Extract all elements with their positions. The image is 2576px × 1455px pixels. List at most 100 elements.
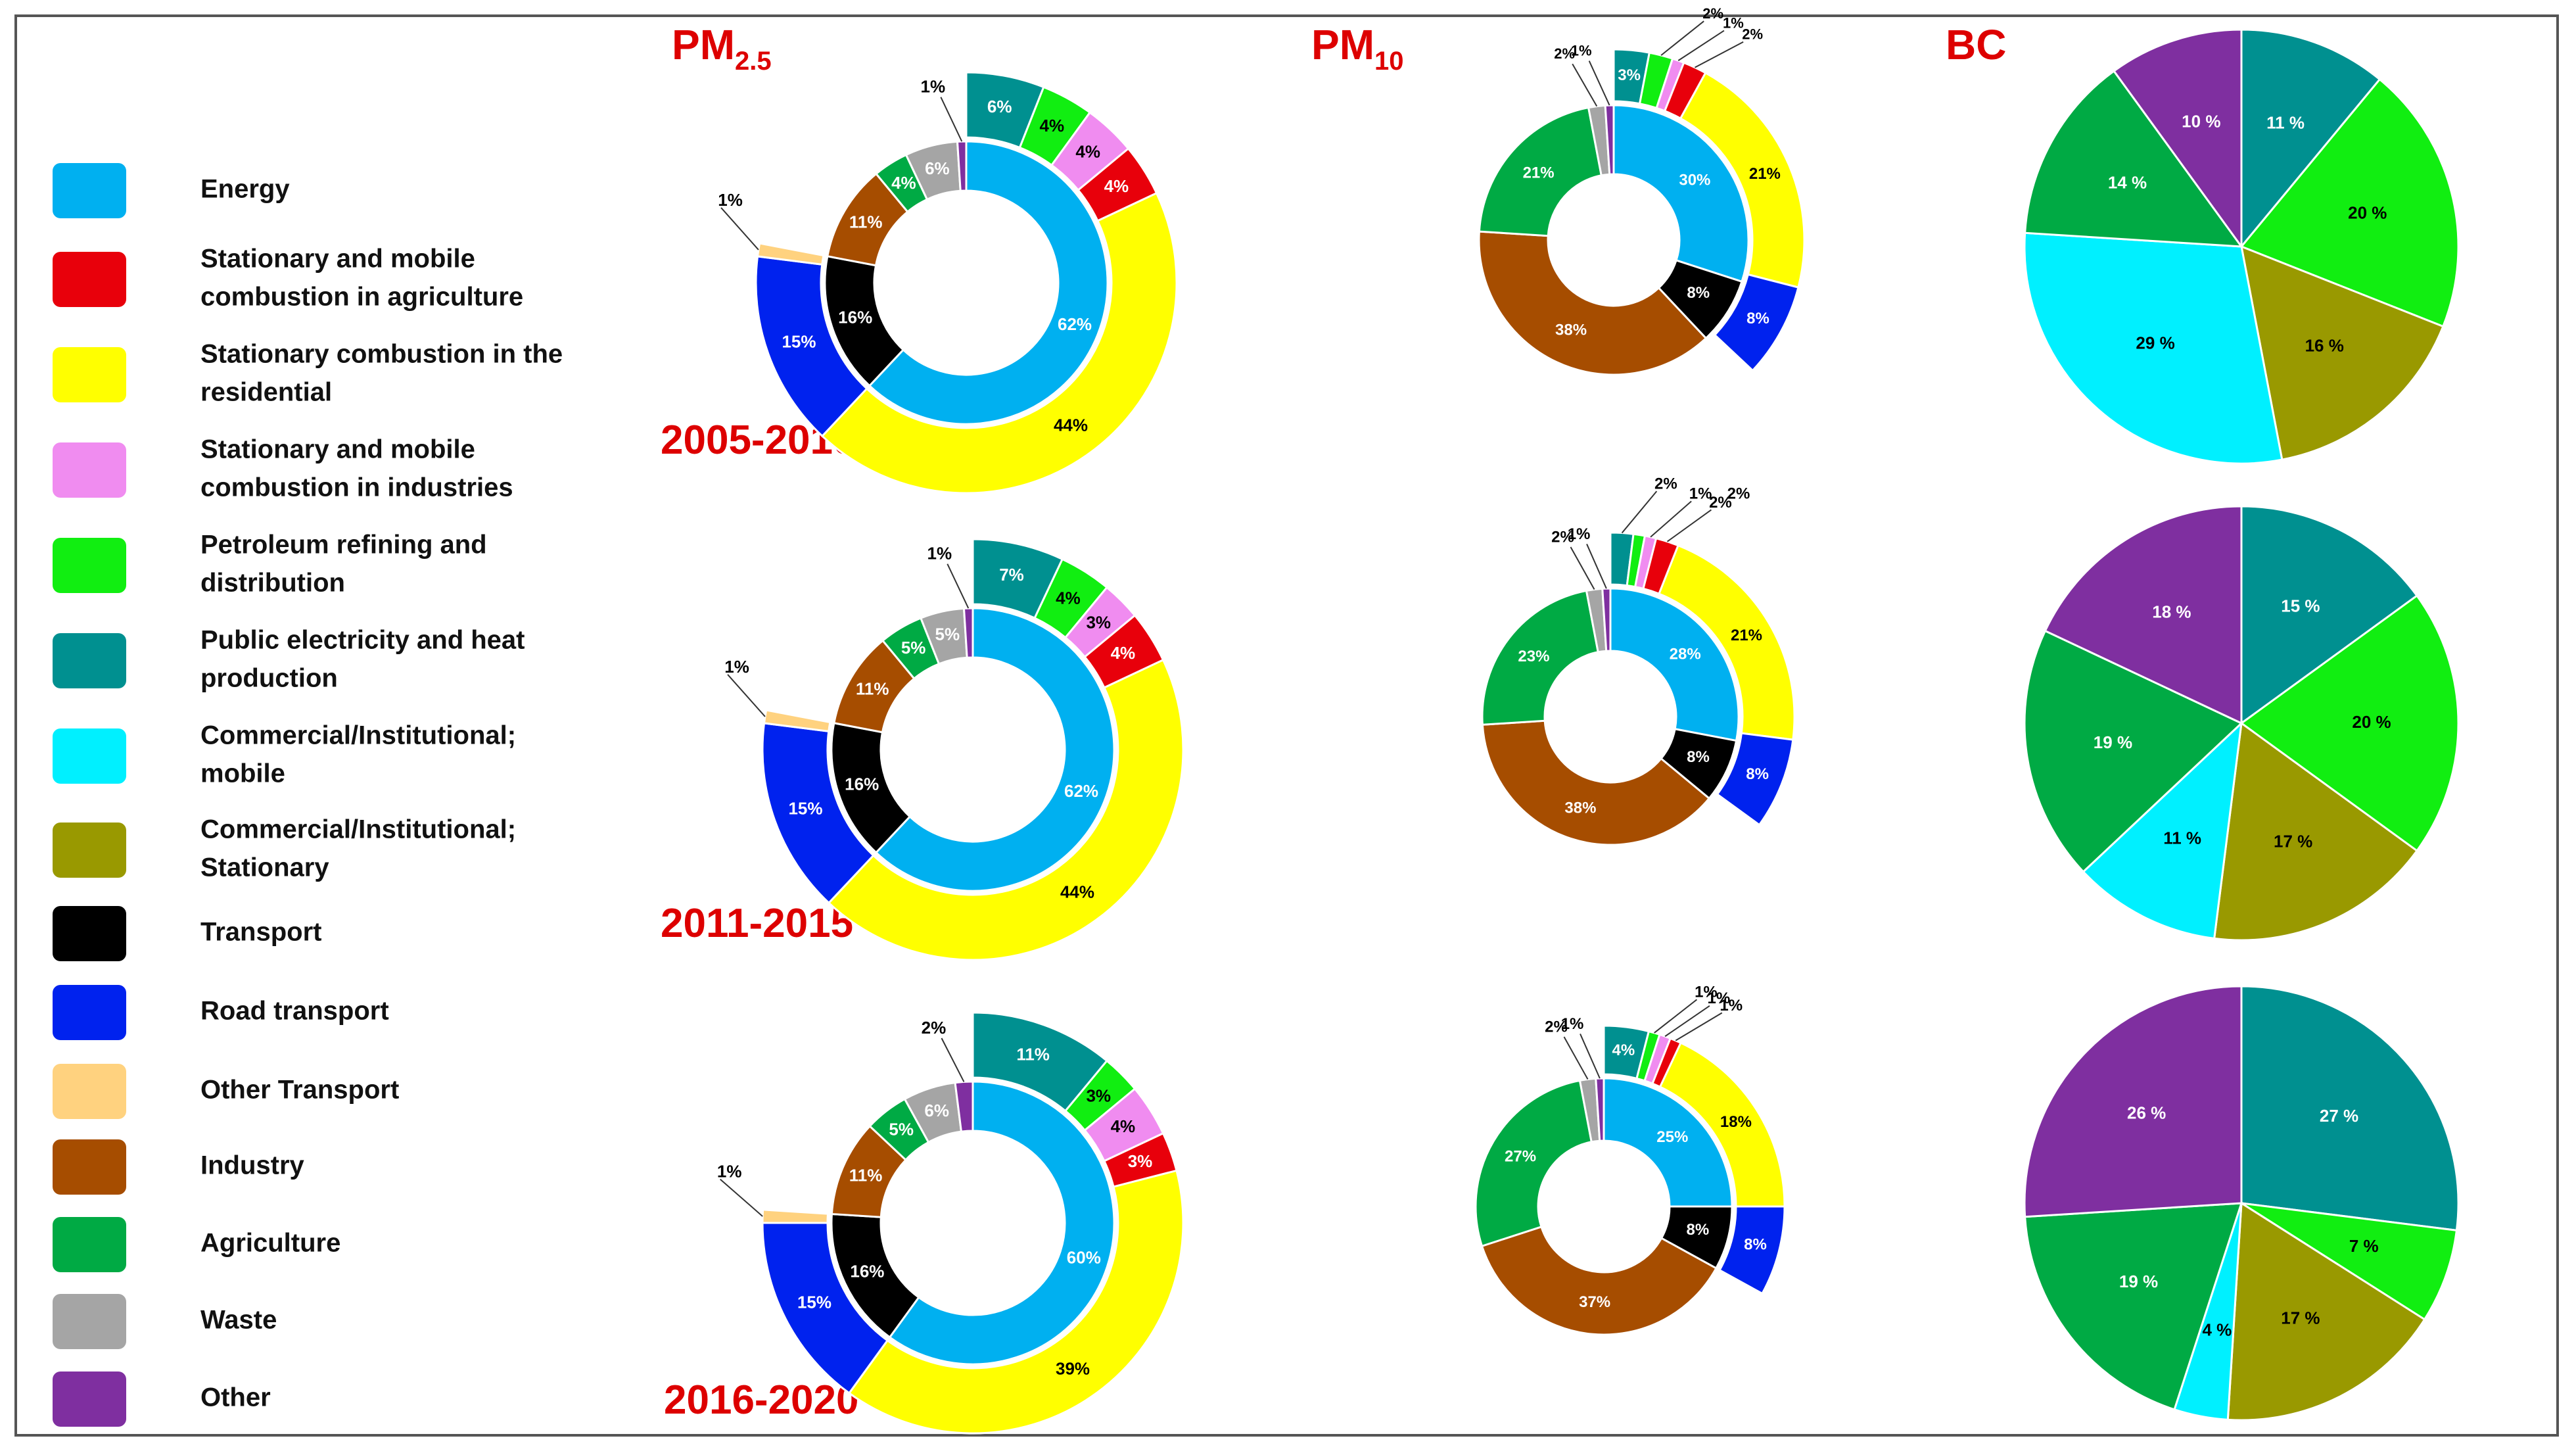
bc-slice-agriculture (2023, 629, 2243, 874)
bc-slice-comm_stat (2226, 1201, 2426, 1421)
pm10-inner-slice-other (1595, 1077, 1605, 1142)
legend-label-comm_mobile: Commercial/Institutional; (200, 721, 516, 750)
pm25-inner-label-industry: 11% (849, 212, 883, 232)
pm25-outer-label-petroleum: 4% (1056, 588, 1081, 608)
pm10-inner-slice-energy (1603, 1077, 1733, 1208)
pm10-inner-label-agriculture: 23% (1518, 648, 1549, 665)
legend-label-comm_stat: Stationary (200, 853, 329, 882)
bc-slice-public_elec (2240, 505, 2419, 725)
pm25-inner-label-energy: 62% (1058, 314, 1092, 334)
pm25-outer-label-petroleum: 3% (1086, 1086, 1111, 1106)
bc-label-agriculture: 19 % (2094, 732, 2132, 752)
pm10-leader-line (1654, 999, 1698, 1034)
legend-label-petroleum: Petroleum refining and (200, 531, 487, 560)
bc-chart-2016-2020: 27 % 7 % 17 % 4 % 19 % 26 % (2023, 985, 2460, 1421)
pm25-inner-label-other: 1% (927, 544, 952, 563)
pm25-outer-label-agri_comb: 3% (1128, 1151, 1153, 1171)
bc-pie-charts: 11 % 20 % 16 % 29 % 14 % 10 % 15 % 20 % 17 % 11 %… (2023, 28, 2460, 1421)
legend-swatch-road (53, 985, 126, 1040)
pm10-outer-label-industry_comb: 1% (1708, 990, 1731, 1007)
pm10-leader-line (1675, 1012, 1723, 1041)
pm10-outer-label-residential: 21% (1749, 165, 1781, 183)
pm10-donut-charts: 30%8%38%21%2%1%3%2%1%2%21%8%28%8%38%23%2… (1474, 5, 1806, 1336)
bc-slice-comm_mobile (2082, 721, 2243, 940)
pm10-chart-2011-2015: 28%8%38%23%2%1%2%1%2%21%8%2% (1481, 475, 1796, 846)
period-label-2011-2015: 2011-2015 (661, 901, 853, 946)
pm10-inner-label-energy: 28% (1670, 645, 1701, 663)
bc-label-comm_mobile: 4 % (2202, 1320, 2232, 1339)
bc-slice-comm_stat (2213, 721, 2419, 942)
pm25-outer-label-other_transport: 1% (718, 190, 743, 210)
pm10-outer-label-industry_comb: 1% (1689, 485, 1712, 503)
figure-frame (14, 14, 2559, 1437)
pm10-inner-slice-energy (1609, 587, 1740, 742)
pm10-leader-line (1621, 490, 1658, 534)
legend-label-other: Other (200, 1383, 271, 1412)
pm25-inner-slice-energy (888, 1080, 1115, 1366)
pm25-outer-label-residential: 44% (1060, 882, 1094, 902)
pm25-inner-label-industry: 11% (856, 679, 889, 699)
pm10-inner-label-transport: 8% (1687, 748, 1710, 766)
pm10-leader-line (1660, 20, 1704, 56)
pm10-outer-label-public_elec: 2% (1654, 475, 1677, 492)
pm10-inner-label-energy: 30% (1679, 172, 1710, 189)
pm25-inner-label-transport: 16% (845, 775, 879, 794)
bc-slice-agriculture (2024, 69, 2244, 248)
pm10-inner-label-energy: 25% (1656, 1128, 1688, 1146)
pm10-leader-line (1572, 63, 1598, 107)
pm10-inner-slice-other (1601, 587, 1612, 652)
pm10-inner-label-other: 1% (1571, 42, 1592, 59)
title-pm25: PM2.5 (672, 21, 772, 76)
bc-label-comm_stat: 17 % (2274, 832, 2312, 851)
pm25-outer-slice-residential (820, 191, 1178, 494)
pm25-outer-label-industry_comb: 4% (1075, 142, 1100, 162)
bc-label-other: 10 % (2182, 112, 2220, 131)
legend-label-agri_comb: Stationary and mobile (200, 245, 475, 274)
bc-slice-public_elec (2240, 28, 2381, 250)
pm10-leader-line (1586, 544, 1607, 589)
pm10-inner-slice-other (1604, 104, 1615, 176)
legend-label-other_transport: Other Transport (200, 1076, 399, 1105)
bc-label-other: 18 % (2152, 602, 2191, 622)
pm10-inner-label-waste: 2% (1554, 45, 1575, 62)
pm25-outer-slice-residential (847, 1169, 1184, 1435)
bc-slice-other (2044, 505, 2243, 725)
legend-swatch-comm_mobile (53, 728, 126, 784)
pm25-leader-line (940, 97, 963, 142)
period-label-2016-2020: 2016-2020 (664, 1377, 859, 1423)
legend-swatch-residential (53, 347, 126, 402)
bc-label-comm_mobile: 11 % (2163, 828, 2201, 847)
pm25-inner-slice-other (956, 140, 968, 192)
pm25-inner-label-waste: 6% (924, 1101, 949, 1120)
pm10-extra-label: 2% (1727, 485, 1750, 503)
pm10-outer-label-industry_comb: 1% (1723, 14, 1744, 31)
pm10-chart-2005-2010: 30%8%38%21%2%1%3%2%1%2%21%8% (1478, 5, 1806, 376)
pm25-outer-slice-other_transport (761, 1208, 830, 1224)
pm25-chart-2016-2020: 60%16%11%5%6%2%11%3%4%3%39%15%1% (717, 1011, 1184, 1435)
pm25-inner-label-other: 1% (921, 77, 946, 97)
legend-swatch-agri_comb (53, 252, 126, 307)
pm10-inner-slice-industry (1480, 1226, 1718, 1336)
legend-label-petroleum: distribution (200, 569, 345, 598)
bc-slice-other (2112, 28, 2243, 250)
pm25-outer-label-industry_comb: 4% (1111, 1116, 1136, 1136)
pm10-outer-label-agri_comb: 1% (1720, 997, 1743, 1014)
pm10-inner-slice-agriculture (1481, 589, 1600, 726)
pm25-outer-label-road: 15% (782, 332, 816, 352)
pm10-leader-line (1580, 1034, 1601, 1079)
bc-label-petroleum: 20 % (2348, 203, 2387, 223)
bc-slice-petroleum (2239, 78, 2460, 328)
legend-label-residential: Stationary combustion in the (200, 340, 563, 369)
pm25-leader-line (947, 563, 970, 609)
bc-slice-other (2023, 985, 2243, 1218)
pm25-leader-line (727, 674, 766, 717)
pm10-outer-label-residential: 21% (1731, 627, 1762, 644)
pm25-inner-label-agriculture: 4% (891, 173, 916, 193)
pm10-outer-label-road: 8% (1746, 765, 1769, 783)
pm25-outer-slice-other_transport (756, 242, 825, 266)
pm25-inner-label-agriculture: 5% (901, 638, 926, 657)
legend-swatch-petroleum (53, 538, 126, 593)
pm10-inner-label-industry: 38% (1555, 321, 1587, 339)
